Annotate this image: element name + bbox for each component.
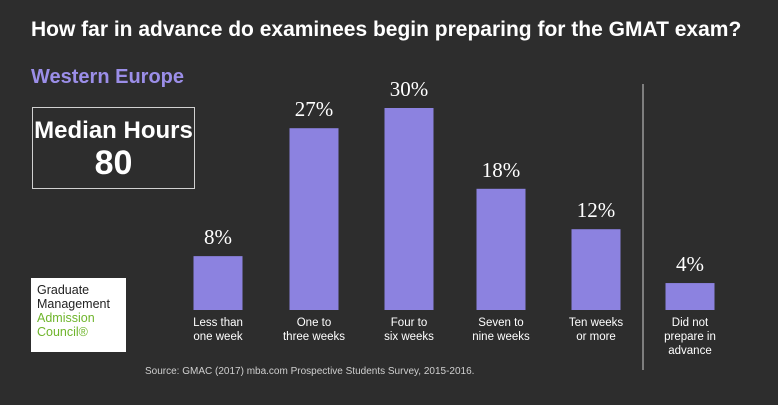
bar-1 — [193, 256, 243, 310]
bar-3 — [384, 108, 434, 310]
chart-title: How far in advance do examinees begin pr… — [31, 18, 742, 41]
value-label-3: 30% — [390, 77, 429, 101]
bar-5 — [571, 229, 621, 310]
logo-line-4: Council® — [37, 325, 88, 339]
category-label-5-line-1: Ten weeks — [569, 317, 624, 329]
value-label-1: 8% — [204, 225, 232, 249]
category-label-4-line-1: Seven to — [478, 317, 523, 329]
chart-subtitle: Western Europe — [31, 66, 184, 88]
category-label-5-line-2: or more — [576, 331, 616, 343]
bar-2 — [289, 128, 339, 310]
category-label-1-line-2: one week — [193, 331, 242, 343]
median-hours-label: Median Hours — [34, 117, 193, 144]
category-label-4-line-2: nine weeks — [472, 331, 530, 343]
source-note: Source: GMAC (2017) mba.com Prospective … — [145, 366, 475, 377]
value-label-5: 12% — [577, 198, 616, 222]
bar-6 — [665, 283, 715, 310]
logo-line-3: Admission — [37, 311, 95, 325]
category-label-2-line-1: One to — [297, 317, 332, 329]
median-hours-value: 80 — [94, 144, 133, 182]
category-label-3-line-2: six weeks — [384, 331, 434, 343]
category-label-3-line-1: Four to — [391, 317, 427, 329]
logo-line-2: Management — [37, 297, 110, 311]
bar-4 — [476, 188, 526, 310]
category-label-1-line-1: Less than — [193, 317, 243, 329]
category-label-6-line-1: Did not — [672, 317, 709, 329]
category-label-2-line-2: three weeks — [283, 331, 345, 343]
category-label-6-line-3: advance — [668, 345, 711, 357]
logo-line-1: Graduate — [37, 283, 90, 297]
category-label-6-line-2: prepare in — [664, 331, 716, 343]
value-label-2: 27% — [295, 97, 334, 121]
value-label-6: 4% — [676, 252, 704, 276]
gmac-logo: Graduate Management Admission Council® — [31, 278, 126, 352]
value-label-4: 18% — [482, 158, 521, 182]
median-hours-box: Median Hours 80 — [32, 107, 195, 189]
